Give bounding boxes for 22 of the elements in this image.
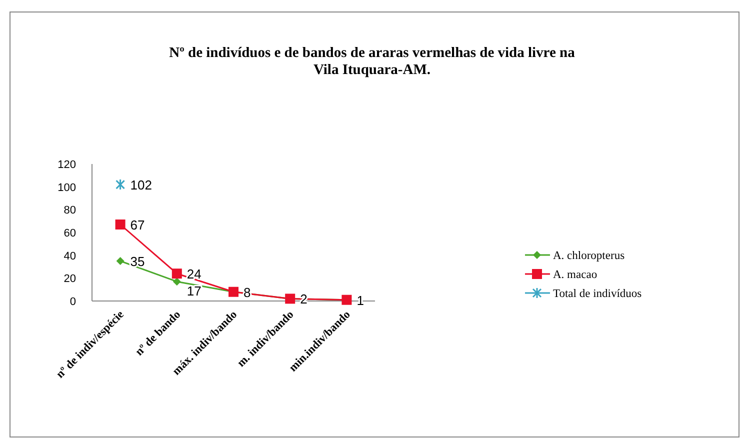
- data-label: 24: [186, 266, 202, 282]
- y-tick-label: 120: [58, 159, 76, 171]
- legend-label: A. chloropterus: [553, 250, 626, 262]
- point: [172, 268, 182, 279]
- y-tick-label: 20: [64, 273, 76, 286]
- y-tick-label: 60: [64, 228, 76, 240]
- point: [116, 178, 126, 190]
- data-label: 67: [130, 218, 145, 233]
- point: [116, 257, 124, 266]
- legend-label: Total de indivíduos: [553, 288, 642, 300]
- y-tick-label: 80: [64, 204, 76, 217]
- y-tick-label: 40: [64, 250, 76, 262]
- y-tick-label: 100: [58, 182, 76, 194]
- data-label: 35: [130, 254, 145, 270]
- point: [172, 278, 181, 286]
- chart-title: Nº de indivíduos e de bandos de araras vermelhas de vida livre na Vila Ituquara-AM.: [169, 45, 576, 78]
- point: [115, 220, 126, 230]
- legend-label: A. macao: [553, 269, 598, 281]
- y-tick-label: 0: [70, 296, 76, 308]
- data-label: 1: [356, 292, 364, 308]
- data-label: 17: [186, 284, 202, 299]
- data-label: 102: [130, 178, 152, 193]
